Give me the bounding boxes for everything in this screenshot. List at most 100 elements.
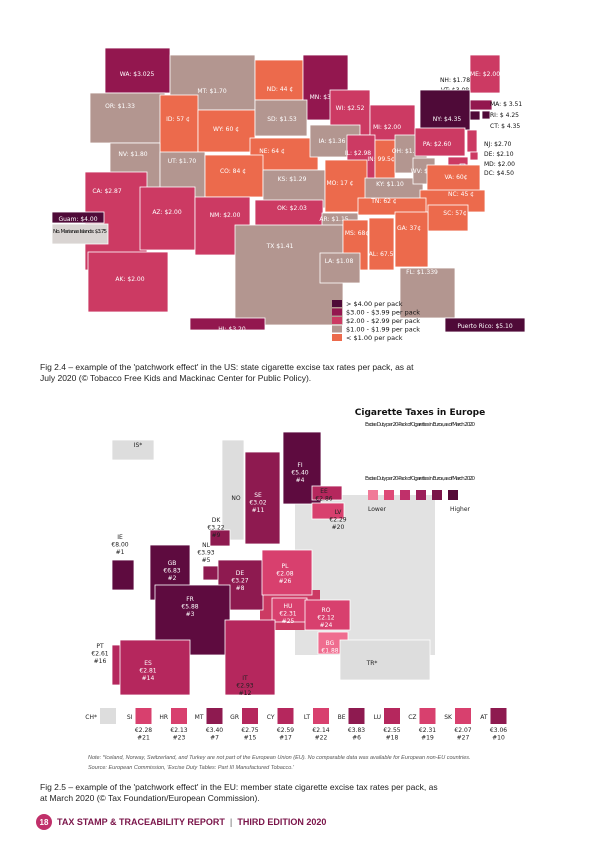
country-swatch: [135, 708, 152, 724]
country-shape: [271, 597, 308, 623]
country-swatch: [490, 708, 507, 724]
country-price: €2.07: [454, 727, 471, 734]
country-rank: #6: [352, 735, 361, 742]
state-shape: [87, 251, 169, 313]
state-shape: [419, 89, 471, 131]
country-rank: #27: [457, 735, 470, 742]
country-price: €5.88: [181, 604, 198, 611]
state-label: MT: $1.70: [197, 88, 226, 95]
country-shape: [304, 599, 351, 631]
country-swatch: [348, 708, 365, 724]
state-shape: [481, 110, 491, 120]
legend-label: < $1.00 per pack: [346, 334, 403, 342]
state-shape: [414, 127, 466, 157]
country-rank: #19: [421, 735, 434, 742]
country-code: IS*: [134, 442, 143, 449]
country-swatch: [206, 708, 223, 724]
state-label: DE: $2.10: [484, 151, 514, 158]
country-price: €2.59: [277, 727, 294, 734]
country-rank: #16: [94, 658, 107, 665]
state-label: MD: $2.00: [484, 161, 515, 168]
edition: THIRD EDITION 2020: [237, 817, 327, 827]
country-code: AT: [480, 714, 488, 721]
state-label: MN: $3.04: [310, 94, 341, 101]
state-label: OK: $2.03: [277, 205, 307, 212]
country-price: €2.75: [241, 727, 258, 734]
country-rank: #26: [279, 578, 292, 585]
country-shape: [261, 549, 313, 596]
country-price: €3.93: [197, 550, 214, 557]
country-rank: #12: [239, 690, 252, 697]
country-code: IE: [117, 534, 123, 541]
state-label: IL: $2.98: [345, 150, 371, 157]
country-code: GB: [168, 560, 177, 567]
country-code: BE: [338, 714, 346, 721]
state-shape: [469, 54, 501, 94]
country-price: €6.83: [163, 568, 180, 575]
state-label: RI: $ 4.25: [490, 112, 519, 119]
state-label: MS: 68¢: [345, 230, 370, 237]
state-shape: [51, 211, 105, 224]
country-rank: #5: [202, 557, 211, 564]
state-shape: [139, 186, 196, 251]
state-label: AR: $1.15: [319, 216, 348, 223]
legend-label: $2.00 - $2.99 per pack: [346, 317, 420, 325]
country-price: €2.31: [279, 611, 296, 618]
state-label: SC: 57¢: [443, 210, 467, 217]
state-label: WA: $3.025: [120, 71, 155, 78]
state-label: KS: $1.29: [278, 176, 307, 183]
country-price: €3.27: [231, 578, 248, 585]
country-swatch: [384, 708, 400, 724]
country-rank: #7: [210, 735, 219, 742]
country-price: €2.61: [91, 651, 108, 658]
separator: |: [229, 817, 233, 827]
state-label: AZ: $2.00: [152, 209, 182, 216]
state-shape: [319, 252, 361, 284]
country-code: PL: [282, 563, 290, 570]
state-label: LA: $1.08: [325, 258, 354, 265]
legend-swatch: [332, 308, 342, 316]
state-label: AL: 67.5¢: [369, 251, 398, 258]
country-swatch: [277, 708, 294, 724]
legend-swatch: [332, 300, 342, 307]
footer: 18 TAX STAMP & TRACEABILITY REPORT | THI…: [36, 814, 326, 830]
country-rank: #18: [386, 735, 399, 742]
country-shape: [111, 439, 155, 461]
country-rank: #3: [186, 611, 195, 618]
country-price: €2.55: [383, 727, 400, 734]
state-shape: [469, 151, 479, 161]
legend-high: Higher: [450, 506, 470, 513]
state-label: NH: $1.78: [440, 77, 470, 84]
country-code: FR: [186, 596, 194, 603]
country-shape: [311, 502, 345, 520]
state-label: NV: $1.80: [118, 151, 147, 158]
country-rank: #1: [116, 549, 125, 556]
country-price: €2.12: [317, 615, 334, 622]
state-label: MA: $ 3.51: [490, 101, 522, 108]
country-price: €1.88: [321, 648, 338, 655]
state-label: OR: $1.33: [105, 103, 135, 110]
country-shape: [202, 565, 220, 581]
legend-swatch: [400, 490, 410, 500]
state-label: WI: $2.52: [336, 105, 365, 112]
country-price: €2.14: [312, 727, 329, 734]
legend-swatch: [332, 325, 342, 333]
state-label: CO: 84 ¢: [220, 168, 246, 175]
state-shape: [254, 99, 308, 137]
state-shape: [444, 317, 526, 333]
state-label: IA: $1.36: [319, 138, 346, 145]
country-code: SE: [254, 492, 262, 499]
state-shape: [189, 317, 266, 331]
country-code: PT: [96, 643, 104, 650]
country-code: TR*: [366, 660, 378, 667]
state-shape: [104, 47, 171, 94]
country-rank: #17: [279, 735, 292, 742]
state-shape: [197, 109, 256, 153]
country-code: DE: [236, 570, 245, 577]
country-swatch: [455, 708, 471, 724]
us-caption: Fig 2.4 – example of the 'patchwork effe…: [40, 362, 414, 383]
country-rank: #24: [320, 622, 333, 629]
country-price: €2.86: [315, 496, 332, 503]
state-shape: [89, 92, 166, 144]
